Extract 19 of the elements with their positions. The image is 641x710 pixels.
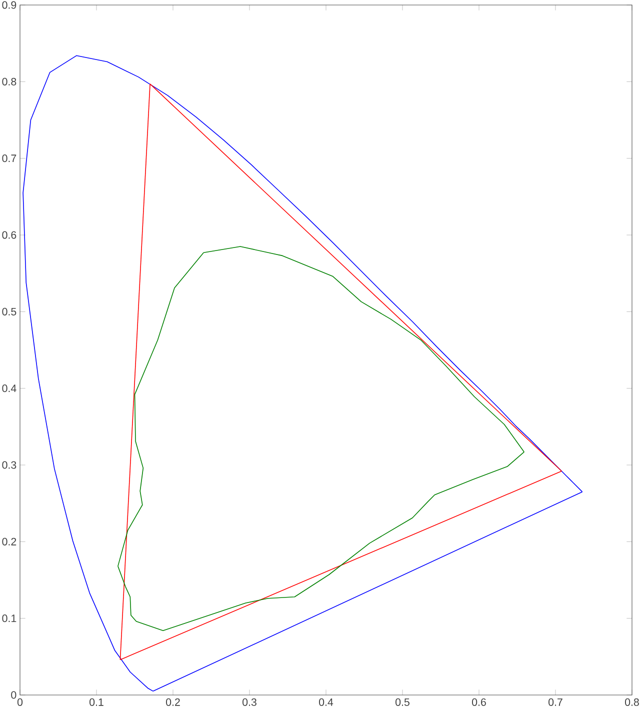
y-tick-label: 0.3	[2, 461, 16, 469]
x-tick-label: 0.3	[242, 698, 256, 706]
y-tick-label: 0.4	[2, 384, 16, 392]
x-tick-label: 0.1	[90, 698, 104, 706]
x-tick-label: 0.2	[166, 698, 180, 706]
x-tick-label: 0.7	[548, 698, 562, 706]
y-tick-label: 0.8	[2, 78, 16, 86]
x-tick-label: 0.8	[625, 698, 639, 706]
y-tick-label: 0.1	[2, 614, 16, 622]
x-tick-label: 0	[17, 698, 23, 706]
y-tick-label: 0	[11, 691, 16, 699]
x-tick-label: 0.5	[396, 698, 410, 706]
y-tick-label: 0.5	[2, 308, 16, 316]
y-tick-label: 0.6	[2, 231, 16, 239]
x-tick-label: 0.6	[472, 698, 486, 706]
y-tick-label: 0.2	[2, 538, 16, 546]
y-tick-label: 0.9	[2, 1, 16, 9]
x-tick-label: 0.4	[319, 698, 334, 706]
y-tick-label: 0.7	[2, 154, 16, 162]
